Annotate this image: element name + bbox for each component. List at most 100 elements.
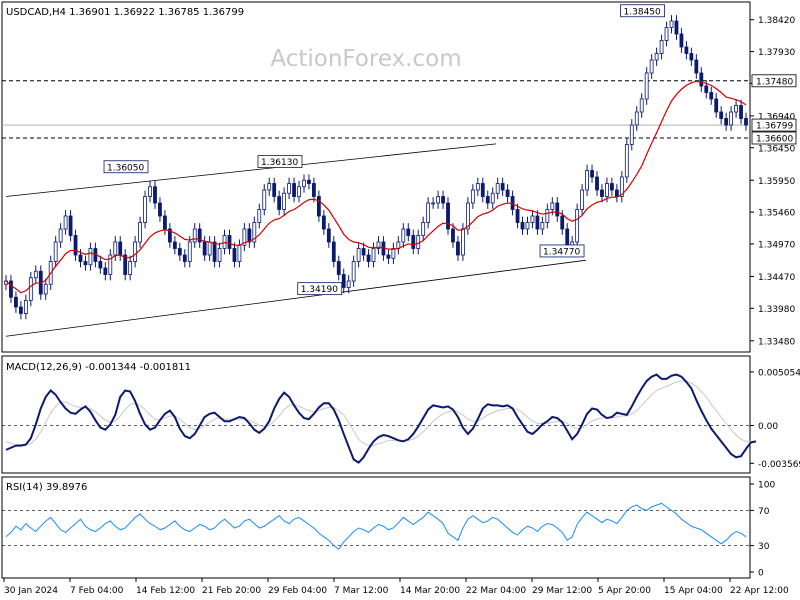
rsi-title: RSI(14) 39.8976 [6, 482, 87, 493]
candle-body [148, 186, 152, 197]
price-annotations: 1.38450 1.36050 1.36130 1.34770 1.34190 [103, 4, 665, 295]
candle-body [451, 228, 455, 243]
candle-body [704, 85, 709, 93]
candle-body [43, 283, 48, 295]
candle-body [83, 261, 88, 266]
annotation-label: 1.36130 [261, 158, 298, 168]
candle-body [590, 170, 594, 178]
candle-body [679, 33, 684, 48]
candle-body [461, 228, 465, 256]
level-label-box [751, 118, 797, 132]
candle-body [470, 189, 475, 204]
candle-body [252, 222, 257, 243]
rsi-tick-label: 0 [758, 569, 764, 579]
time-tick-label: 7 Feb 04:00 [70, 586, 124, 596]
annotation-box [257, 155, 303, 168]
candle-body [744, 118, 748, 126]
time-tick-label: 29 Feb 04:00 [268, 586, 327, 596]
candle-body [187, 241, 192, 262]
channel-lower-line [5, 259, 587, 337]
candle-body [28, 277, 33, 301]
macd-signal-line [5, 380, 756, 447]
candle-body [242, 228, 247, 246]
candle-body [172, 241, 177, 249]
price-tick-label: 1.35460 [758, 209, 795, 219]
candle-body [68, 215, 73, 236]
candle-body [316, 196, 321, 217]
candle-body [550, 202, 555, 210]
candle-body [63, 215, 68, 230]
candle-body [232, 248, 237, 262]
candle-body [123, 254, 128, 275]
level-label-box [751, 74, 797, 88]
watermark: ActionForex.com [270, 46, 461, 72]
annotation-box [539, 244, 585, 258]
candle-body [18, 306, 23, 314]
candle-body [351, 261, 356, 282]
candle-body [520, 222, 525, 230]
candle-body [391, 248, 396, 259]
candle-body [356, 248, 361, 262]
candle-body [297, 186, 301, 197]
candle-body [619, 176, 624, 197]
candle-body [724, 118, 729, 126]
candle-body [734, 105, 738, 113]
candle-body [267, 183, 272, 191]
candle-body [480, 183, 485, 197]
time-tick-label: 22 Apr 12:00 [730, 586, 789, 596]
candle-body [515, 209, 520, 223]
time-tick-label: 21 Feb 20:00 [202, 586, 261, 596]
candle-body [307, 179, 311, 184]
candle-body [182, 254, 187, 262]
candle-body [53, 241, 58, 262]
candle-body [505, 189, 510, 197]
macd-tick-label: 0.005054 [758, 368, 800, 378]
candle-body [207, 241, 212, 256]
candle-body [312, 183, 316, 197]
candle-body [118, 241, 123, 256]
candle-body [719, 111, 724, 119]
candle-body [212, 241, 217, 262]
candle-body [282, 192, 287, 210]
candle-body [654, 53, 659, 61]
rsi-line [5, 502, 747, 550]
price-channel [5, 143, 587, 337]
candle-body [386, 254, 391, 259]
candle-body [575, 209, 580, 243]
candle-body [555, 202, 560, 217]
price-tick-label: 1.36450 [758, 144, 795, 154]
time-tick-label: 22 Mar 04:00 [466, 586, 526, 596]
candle-body [416, 235, 421, 249]
candle-body [361, 248, 366, 256]
candle-body [197, 228, 202, 243]
time-tick-label: 29 Mar 12:00 [532, 586, 592, 596]
candle-body [535, 215, 540, 230]
candle-body [649, 59, 654, 74]
candle-body [629, 124, 634, 145]
candle-body [545, 209, 550, 223]
candle-body [222, 235, 227, 249]
price-title: USDCAD,H4 1.36901 1.36922 1.36785 1.3679… [6, 7, 244, 18]
candle-body [485, 196, 490, 204]
candle-body [600, 189, 604, 197]
candle-body [595, 176, 599, 191]
level-label: 1.36600 [756, 135, 793, 145]
candle-body [78, 254, 83, 262]
candle-body [456, 241, 460, 256]
candle-body [321, 215, 326, 230]
candle-body [73, 235, 78, 256]
candle-body [292, 183, 296, 197]
candle-body [689, 53, 694, 61]
candle-body [272, 183, 277, 197]
price-levels: 1.37480 1.36600 1.36799 [2, 74, 797, 145]
candle-body [441, 196, 445, 204]
candle-body [336, 261, 341, 275]
price-tick-label: 1.38420 [758, 16, 795, 26]
candle-body [659, 40, 664, 54]
candle-body [133, 241, 138, 262]
candle-body [113, 241, 118, 256]
candle-body [341, 274, 346, 288]
candle-body [371, 248, 376, 262]
candle-body [406, 228, 411, 236]
